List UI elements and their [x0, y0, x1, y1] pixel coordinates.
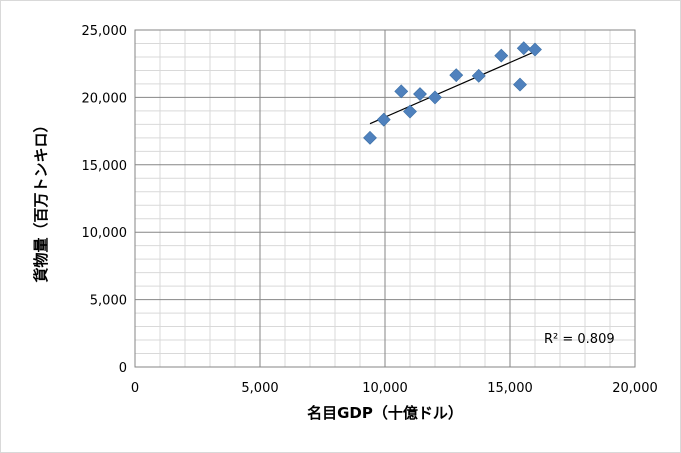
x-axis-tick-labels: 0 5,000 10,000 15,000 20,000 — [131, 381, 658, 396]
data-point-diamond — [471, 68, 486, 83]
data-points — [363, 41, 542, 145]
plot-area — [134, 29, 636, 368]
y-tick-label: 5,000 — [90, 294, 127, 309]
x-tick-label: 15,000 — [487, 381, 533, 396]
x-tick-label: 5,000 — [241, 381, 278, 396]
linear-trendline — [369, 51, 536, 125]
data-point-diamond — [449, 68, 464, 83]
y-axis-title: 貨物量（百万トンキロ） — [32, 117, 50, 282]
gridlines — [134, 29, 636, 368]
y-tick-label: 15,000 — [82, 159, 128, 174]
x-axis-title: 名目GDP（十億ドル） — [307, 404, 463, 422]
data-point-diamond — [376, 112, 391, 127]
y-tick-label: 0 — [119, 361, 127, 376]
data-point-diamond — [363, 130, 377, 145]
x-tick-label: 10,000 — [362, 381, 408, 396]
data-point-diamond — [403, 104, 417, 119]
data-point-diamond — [428, 90, 442, 105]
x-tick-label: 0 — [131, 381, 139, 396]
x-tick-label: 20,000 — [612, 381, 658, 396]
r-squared-annotation: R² = 0.809 — [544, 332, 615, 347]
data-point-diamond — [494, 48, 509, 63]
data-point-diamond — [516, 41, 531, 56]
data-point-diamond — [513, 77, 527, 92]
y-axis-tick-labels: 0 5,000 10,000 15,000 20,000 25,000 — [82, 24, 128, 376]
data-point-diamond — [413, 87, 427, 101]
y-tick-label: 25,000 — [82, 24, 128, 39]
data-point-diamond — [394, 84, 409, 99]
y-tick-label: 10,000 — [82, 226, 128, 241]
y-tick-label: 20,000 — [82, 91, 128, 106]
data-point-diamond — [528, 42, 542, 57]
